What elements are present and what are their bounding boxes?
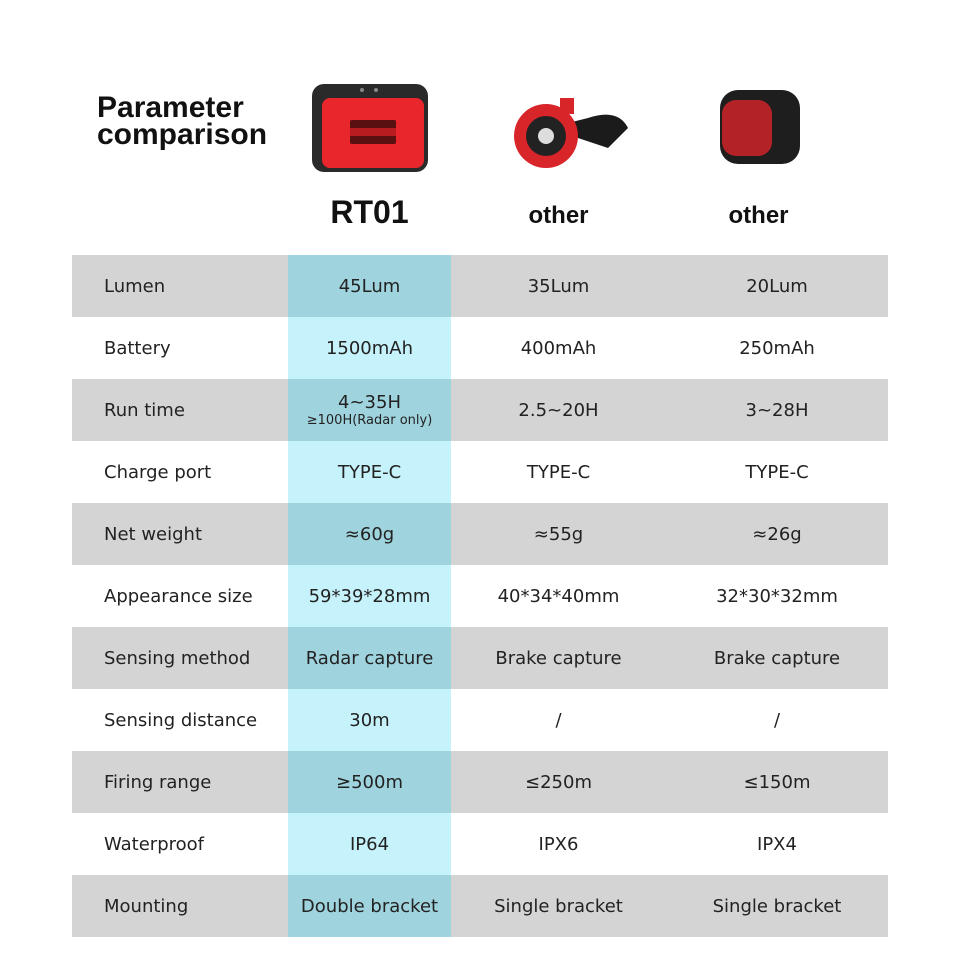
value-text: ≤250m	[525, 771, 592, 793]
value-cell: ≈55g	[451, 503, 666, 565]
value-cell: ≥500m	[288, 751, 451, 813]
table-row: Appearance size 59*39*28mm 40*34*40mm 32*30…	[72, 565, 888, 627]
table-row: Battery 1500mAh 400mAh 250mAh	[72, 317, 888, 379]
value-cell: 400mAh	[451, 317, 666, 379]
value-text: 20Lum	[746, 275, 808, 297]
value-text: 59*39*28mm	[308, 585, 431, 607]
table-row: Sensing method Radar capture Brake capture…	[72, 627, 888, 689]
value-cell: Brake capture	[666, 627, 888, 689]
value-cell: Single bracket	[666, 875, 888, 937]
table-row: Firing range ≥500m ≤250m ≤150m	[72, 751, 888, 813]
value-cell: 40*34*40mm	[451, 565, 666, 627]
other-product-image-2	[720, 90, 800, 164]
title-line-1: Parameter	[97, 91, 244, 124]
row-label: Charge port	[104, 461, 212, 483]
value-cell: 4~35H ≥100H(Radar only)	[288, 379, 451, 441]
value-cell: ≤150m	[666, 751, 888, 813]
table-row: Sensing distance 30m / /	[72, 689, 888, 751]
value-text: 2.5~20H	[518, 399, 599, 421]
value-text: Single bracket	[712, 895, 842, 917]
table-row: Waterproof IP64 IPX6 IPX4	[72, 813, 888, 875]
value-text: Double bracket	[300, 895, 439, 917]
value-cell: Radar capture	[288, 627, 451, 689]
value-cell: ≈60g	[288, 503, 451, 565]
value-text: 400mAh	[520, 337, 597, 359]
value-cell: Single bracket	[451, 875, 666, 937]
value-cell: ≈26g	[666, 503, 888, 565]
row-label: Run time	[104, 399, 185, 421]
value-cell: 35Lum	[451, 255, 666, 317]
row-label: Firing range	[104, 771, 212, 793]
value-cell: ≤250m	[451, 751, 666, 813]
title-line-2: comparison	[97, 118, 268, 151]
value-text: ≈55g	[533, 523, 584, 545]
value-cell: /	[451, 689, 666, 751]
row-label: Net weight	[104, 523, 203, 545]
value-note: ≥100H(Radar only)	[306, 413, 433, 428]
value-text: 3~28H	[745, 399, 809, 421]
value-text: Brake capture	[713, 647, 841, 669]
value-cell: Double bracket	[288, 875, 451, 937]
value-cell: /	[666, 689, 888, 751]
column-header-other-1: other	[528, 202, 589, 229]
table-row: Run time 4~35H ≥100H(Radar only) 2.5~20H 3~2…	[72, 379, 888, 441]
value-cell: 2.5~20H	[451, 379, 666, 441]
value-text: TYPE-C	[526, 461, 591, 483]
column-header-other-2: other	[728, 202, 789, 229]
value-text: 4~35H	[338, 392, 401, 413]
value-text: ≈60g	[344, 523, 395, 545]
value-cell: 3~28H	[666, 379, 888, 441]
value-text: TYPE-C	[745, 461, 809, 483]
value-cell: IPX4	[666, 813, 888, 875]
value-text: IPX4	[757, 833, 797, 855]
value-text: TYPE-C	[337, 461, 402, 483]
table-row: Charge port TYPE-C TYPE-C TYPE-C	[72, 441, 888, 503]
row-label: Sensing method	[104, 647, 251, 669]
page-title: Parameter comparison	[97, 91, 268, 151]
column-header-rt01: RT01	[330, 194, 409, 230]
value-text: ≈26g	[752, 523, 802, 545]
row-label: Lumen	[104, 275, 166, 297]
value-text: Brake capture	[495, 647, 622, 669]
value-cell: 20Lum	[666, 255, 888, 317]
value-text: 30m	[349, 709, 390, 731]
table-row: Mounting Double bracket Single bracket Sing…	[72, 875, 888, 937]
value-text: IPX6	[538, 833, 579, 855]
table-row: Lumen 45Lum 35Lum 20Lum	[72, 255, 888, 317]
comparison-table: Lumen 45Lum 35Lum 20Lum Battery 1500mAh 400mAh…	[72, 255, 888, 937]
value-text: 40*34*40mm	[497, 585, 620, 607]
other-product-image-1	[514, 98, 628, 168]
value-text: /	[555, 709, 562, 731]
value-text: /	[773, 709, 781, 731]
value-cell: TYPE-C	[451, 441, 666, 503]
value-text: ≥500m	[336, 771, 403, 793]
value-cell: 250mAh	[666, 317, 888, 379]
value-text: 32*30*32mm	[716, 585, 838, 607]
value-cell: IP64	[288, 813, 451, 875]
rt01-product-image	[312, 84, 428, 172]
row-label: Appearance size	[104, 585, 253, 607]
value-cell: TYPE-C	[666, 441, 888, 503]
row-label: Sensing distance	[104, 709, 258, 731]
value-text: IP64	[349, 833, 390, 855]
value-cell: 30m	[288, 689, 451, 751]
value-text: 250mAh	[739, 337, 815, 359]
value-cell: IPX6	[451, 813, 666, 875]
value-text: 1500mAh	[325, 337, 414, 359]
value-cell: 45Lum	[288, 255, 451, 317]
value-text: Radar capture	[305, 647, 434, 669]
value-text: 35Lum	[527, 275, 590, 297]
value-cell: Brake capture	[451, 627, 666, 689]
value-text: 45Lum	[338, 275, 401, 297]
value-cell: 32*30*32mm	[666, 565, 888, 627]
value-cell: 59*39*28mm	[288, 565, 451, 627]
value-text: ≤150m	[743, 771, 811, 793]
table-row: Net weight ≈60g ≈55g ≈26g	[72, 503, 888, 565]
value-cell: 1500mAh	[288, 317, 451, 379]
value-text: Single bracket	[494, 895, 623, 917]
row-label: Battery	[104, 337, 171, 359]
row-label: Waterproof	[104, 833, 205, 855]
row-label: Mounting	[104, 895, 189, 917]
value-cell: TYPE-C	[288, 441, 451, 503]
